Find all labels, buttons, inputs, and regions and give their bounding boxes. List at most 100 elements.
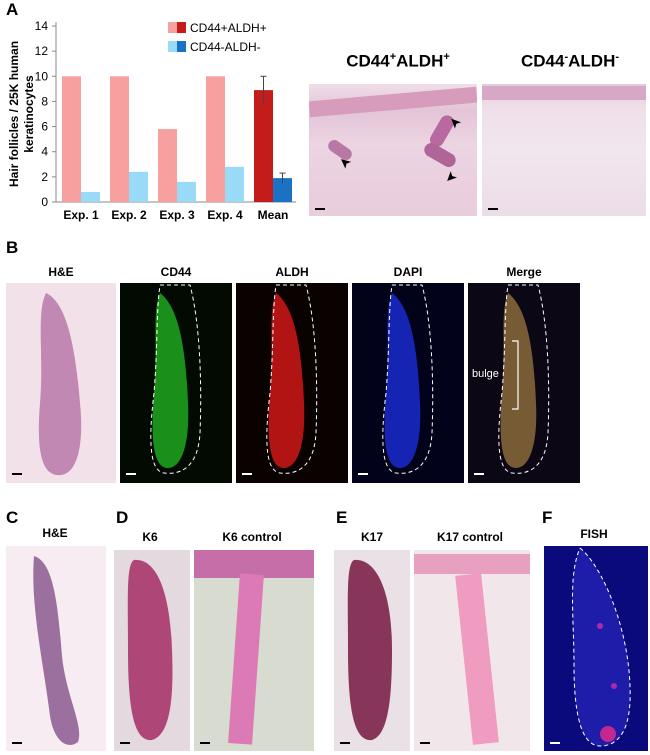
caption-c-he: H&E — [42, 526, 68, 540]
bar — [206, 76, 225, 202]
cd44-fluorescence-image — [120, 283, 232, 483]
bar — [177, 181, 196, 202]
follicle-shape — [152, 293, 189, 468]
bar — [225, 166, 244, 202]
k17-control-image — [414, 550, 530, 751]
follicle-shape — [33, 556, 80, 745]
scale-bar — [340, 742, 350, 744]
x-tick-label: Mean — [258, 208, 289, 222]
follicle-outline — [572, 547, 631, 747]
legend-swatch-light — [168, 22, 177, 33]
follicle-outline — [382, 284, 434, 474]
y-tick-label: 14 — [35, 19, 49, 33]
legend-swatch — [177, 41, 186, 52]
fish-signal — [611, 683, 617, 689]
epidermis-band — [194, 550, 314, 578]
scale-bar — [242, 473, 252, 475]
follicle-structure — [228, 573, 264, 745]
y-tick-label: 12 — [35, 44, 49, 58]
panel-label-f: F — [542, 508, 553, 527]
y-tick-label: 4 — [41, 145, 48, 159]
caption-cd44: CD44 — [160, 265, 192, 279]
scale-bar — [200, 742, 210, 744]
scale-bar — [550, 742, 560, 744]
panel-label-b: B — [6, 238, 19, 257]
caption-he: H&E — [48, 265, 74, 279]
panel-label-d: D — [116, 508, 129, 527]
epidermis-band — [309, 86, 477, 118]
bar — [254, 90, 273, 202]
panel-a-left-title: CD44+ALDH+ — [346, 51, 450, 71]
fish-signal — [597, 623, 603, 629]
scale-bar — [315, 208, 325, 210]
arrow-icon: ➤ — [441, 168, 462, 188]
scale-bar — [488, 208, 498, 210]
scale-bar — [120, 742, 130, 744]
y-tick-label: 10 — [35, 69, 49, 83]
panel-c-he-image — [6, 546, 106, 751]
scale-bar — [12, 742, 22, 744]
histology-image-cd44pos: ➤ ➤ ➤ — [309, 84, 477, 216]
bulge-label: bulge — [472, 368, 499, 380]
caption-k6: K6 — [142, 530, 158, 544]
follicle-shape — [38, 293, 82, 476]
caption-k17: K17 — [360, 530, 383, 544]
k6-control-image — [194, 550, 314, 751]
caption-k6-control: K6 control — [222, 530, 282, 544]
bar — [129, 171, 148, 202]
x-tick-label: Exp. 3 — [159, 208, 195, 222]
epidermis-band — [414, 554, 530, 574]
he-image — [6, 283, 116, 483]
panel-label-e: E — [336, 508, 348, 527]
caption-dapi: DAPI — [393, 265, 423, 279]
x-tick-label: Exp. 4 — [207, 208, 243, 222]
x-tick-label: Exp. 2 — [111, 208, 147, 222]
follicle-shape — [127, 559, 173, 741]
scale-bar — [474, 473, 484, 475]
caption-fish: FISH — [580, 527, 608, 541]
fish-signal — [600, 726, 616, 742]
legend-swatch-light — [168, 41, 177, 52]
epidermis-band — [482, 86, 646, 100]
panel-label-a: A — [6, 0, 19, 19]
scale-bar — [358, 473, 368, 475]
x-tick-label: Exp. 1 — [63, 208, 99, 222]
follicle-shape — [384, 293, 421, 468]
scale-bar — [126, 473, 136, 475]
follicle-outline — [498, 284, 550, 474]
legend-swatch — [177, 22, 186, 33]
caption-merge: Merge — [506, 265, 542, 279]
y-tick-label: 0 — [41, 195, 48, 209]
follicle-shape — [268, 293, 305, 468]
follicle-shape — [347, 559, 392, 741]
panel-a-right-title: CD44-ALDH- — [520, 51, 620, 71]
caption-aldh: ALDH — [275, 265, 309, 279]
k6-image — [114, 550, 190, 751]
y-axis-label: Hair follicles / 25K human — [7, 41, 21, 187]
bar — [158, 129, 177, 202]
legend-label: CD44-ALDH- — [190, 40, 261, 54]
fish-image — [544, 546, 648, 751]
bar — [62, 76, 81, 202]
scale-bar — [12, 473, 22, 475]
y-tick-label: 2 — [41, 170, 48, 184]
dapi-fluorescence-image — [352, 283, 464, 483]
aldh-fluorescence-image — [236, 283, 348, 483]
panel-label-c: C — [6, 508, 19, 527]
follicle-outline — [150, 284, 202, 474]
histology-image-cd44neg — [482, 84, 646, 216]
scale-bar — [420, 742, 430, 744]
bar-chart: 0 2 4 6 8 10 12 14 Hair follicles / 25K human ker… — [7, 19, 296, 222]
k17-image — [334, 550, 410, 751]
follicle-outline — [266, 284, 318, 474]
caption-k17-control: K17 control — [436, 530, 503, 544]
follicle-structure — [455, 573, 499, 745]
y-axis-label: keratinocytes — [22, 75, 36, 153]
y-tick-label: 8 — [41, 94, 48, 108]
bar — [81, 191, 100, 202]
legend-label: CD44+ALDH+ — [190, 21, 267, 35]
merge-fluorescence-image: bulge — [468, 283, 580, 483]
bar — [110, 76, 129, 202]
bulge-bracket — [512, 340, 519, 410]
bar — [273, 178, 292, 202]
